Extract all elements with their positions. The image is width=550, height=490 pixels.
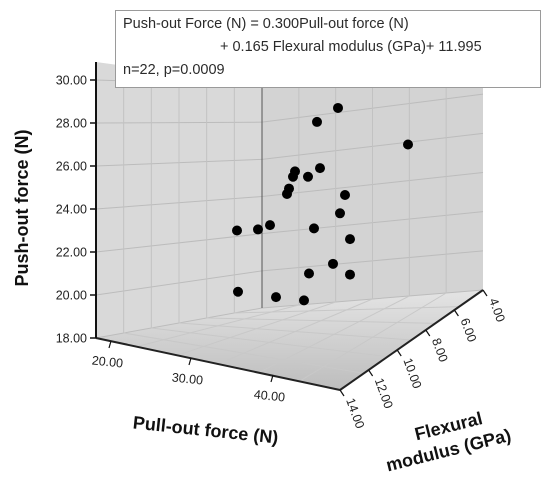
x-tick-label: 40.00 [253, 387, 286, 404]
z-tick-label: 26.00 [56, 160, 87, 174]
y-tick-mark [396, 349, 402, 357]
z-tick-label: 20.00 [56, 289, 87, 303]
z-axis-ticks: 18.00 20.00 22.00 24.00 26.00 28.00 30.00 [56, 74, 96, 346]
y-tick-label: 4.00 [486, 296, 507, 324]
z-tick-label: 22.00 [56, 246, 87, 260]
y-tick-mark [482, 289, 488, 297]
z-tick-label: 24.00 [56, 203, 87, 217]
y-tick-mark [339, 389, 345, 397]
equation-line-3: n=22, p=0.0009 [123, 62, 225, 78]
z-tick-label: 28.00 [56, 117, 87, 131]
data-point [340, 190, 350, 201]
regression-equation-box: Push-out Force (N) = 0.300Pull-out force… [115, 10, 541, 88]
data-point [403, 139, 413, 150]
x-axis-title: Pull-out force (N) [132, 412, 279, 447]
y-tick-mark [425, 329, 431, 337]
data-point [303, 171, 313, 182]
floor-pane [96, 290, 483, 390]
data-point [345, 269, 355, 280]
grid-line [234, 306, 460, 314]
data-point [253, 224, 263, 235]
x-tick-label: 30.00 [171, 370, 204, 387]
data-point [304, 268, 314, 279]
data-point [315, 163, 325, 174]
data-point [328, 258, 338, 269]
data-point [288, 171, 298, 182]
x-tick-label: 20.00 [91, 353, 124, 370]
x-tick-mark [108, 340, 112, 349]
data-point [335, 208, 345, 219]
equation-line-2: + 0.165 Flexural modulus (GPa)+ 11.995 [220, 39, 482, 55]
data-point [309, 223, 319, 234]
data-point [282, 188, 292, 199]
data-point [232, 225, 242, 236]
y-tick-label: 12.00 [372, 376, 396, 410]
y-tick-label: 10.00 [400, 356, 424, 390]
z-tick-label: 18.00 [56, 332, 87, 346]
x-tick-mark [188, 357, 192, 366]
data-point [345, 234, 355, 245]
data-point [312, 116, 322, 127]
y-tick-label: 14.00 [343, 396, 367, 430]
x-axis-ticks: 20.00 30.00 40.00 [91, 340, 286, 405]
data-point [299, 295, 309, 306]
data-point [265, 220, 275, 231]
z-tick-label: 30.00 [56, 74, 87, 88]
z-axis-title: Push-out force (N) [12, 130, 32, 287]
y-tick-mark [453, 309, 459, 317]
y-tick-mark [368, 369, 374, 377]
data-point [233, 286, 243, 297]
data-point [333, 102, 343, 113]
equation-line-1: Push-out Force (N) = 0.300Pull-out force… [123, 16, 409, 32]
x-tick-mark [270, 374, 274, 383]
data-point [271, 292, 281, 303]
y-tick-label: 8.00 [429, 336, 450, 364]
y-tick-label: 6.00 [458, 316, 479, 344]
data-points [232, 102, 413, 306]
pane-edges [95, 85, 484, 391]
